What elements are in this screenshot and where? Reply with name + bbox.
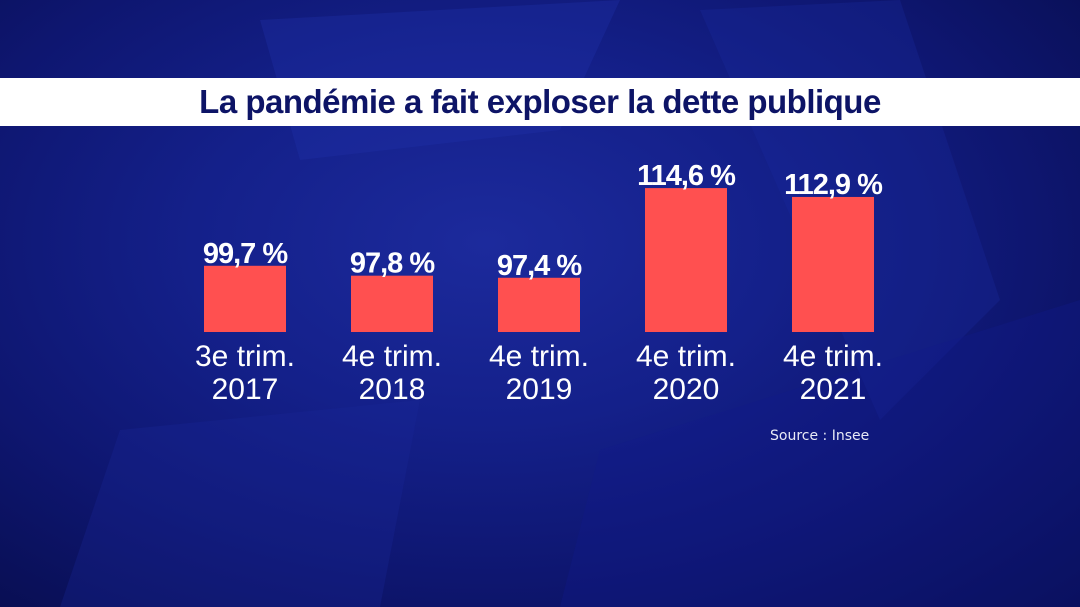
value-label-1: 97,8 % (350, 248, 435, 280)
value-label-4: 112,9 % (784, 169, 883, 201)
value-label-2: 97,4 % (497, 250, 582, 282)
bar-1 (351, 275, 433, 332)
source-label: Source : Insee (770, 428, 870, 444)
category-label-1-line-0: 4e trim. (342, 340, 442, 373)
category-label-3-line-0: 4e trim. (636, 340, 736, 373)
bar-3 (645, 188, 727, 332)
category-label-4-line-1: 2021 (800, 373, 867, 406)
category-label-0-line-0: 3e trim. (195, 340, 295, 373)
title-band: La pandémie a fait exploser la dette pub… (0, 78, 1080, 126)
category-label-0-line-1: 2017 (212, 373, 279, 406)
category-label-3-line-1: 2020 (653, 373, 720, 406)
category-label-2-line-1: 2019 (506, 373, 573, 406)
bar-0 (204, 265, 286, 332)
category-label-1-line-1: 2018 (359, 373, 426, 406)
category-label-4-line-0: 4e trim. (783, 340, 883, 373)
category-label-2-line-0: 4e trim. (489, 340, 589, 373)
bar-4 (792, 196, 874, 332)
chart-title: La pandémie a fait exploser la dette pub… (199, 83, 881, 120)
value-label-3: 114,6 % (637, 160, 736, 192)
value-label-0: 99,7 % (203, 238, 288, 270)
bar-2 (498, 277, 580, 332)
